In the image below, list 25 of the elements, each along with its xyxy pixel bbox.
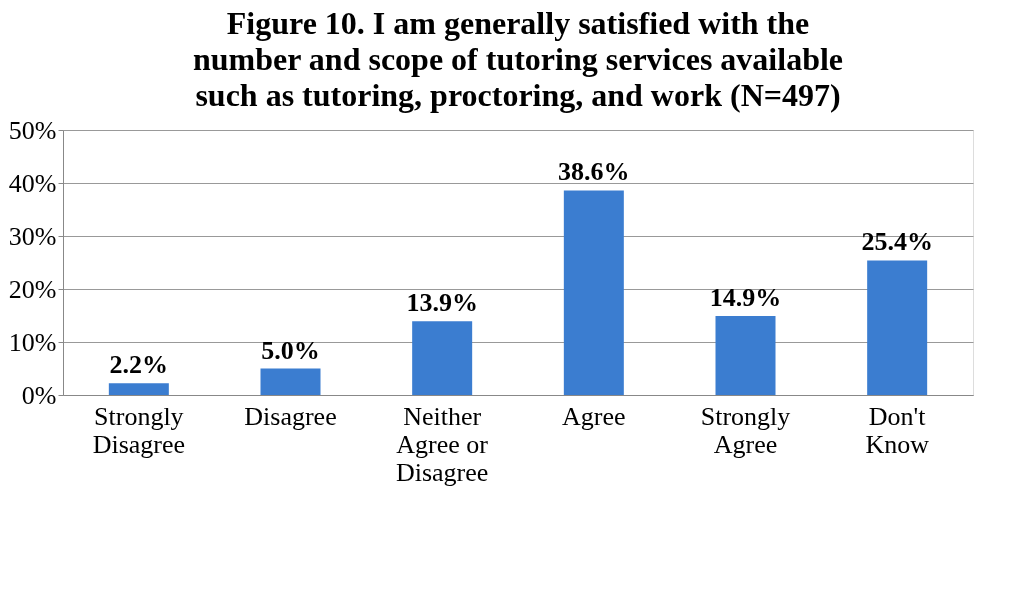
x-tick-label: Neither Agree or Disagree	[395, 401, 489, 487]
bar	[715, 316, 776, 395]
y-tick-label: 20%	[8, 274, 57, 304]
data-label: 14.9%	[709, 283, 782, 313]
data-label: 25.4%	[861, 227, 933, 257]
chart-title: Figure 10. I am generally satisfied with the number and scope of tutoring services available such as tutoring, proctoring, and work (N=497)	[192, 5, 844, 113]
bar	[260, 368, 321, 395]
x-tick-label: Strongly Disagree	[92, 401, 186, 459]
data-label: 13.9%	[406, 288, 478, 318]
bar	[563, 190, 624, 395]
x-tick-label: Don't Know	[865, 401, 930, 459]
y-tick-label: 10%	[8, 327, 57, 357]
x-tick-label: Disagree	[244, 401, 337, 431]
data-label: 5.0%	[261, 335, 320, 365]
y-tick-label: 40%	[8, 168, 57, 198]
data-label: 38.6%	[558, 157, 630, 187]
bar	[108, 383, 169, 395]
bar	[867, 260, 928, 395]
y-tick-label: 30%	[8, 221, 57, 251]
y-tick-label: 50%	[8, 115, 57, 145]
y-tick-label: 0%	[21, 380, 57, 410]
x-tick-label: Strongly Agree	[700, 401, 791, 459]
x-tick-label: Agree	[562, 401, 626, 431]
bar	[412, 321, 473, 395]
data-label: 2.2%	[109, 350, 169, 380]
